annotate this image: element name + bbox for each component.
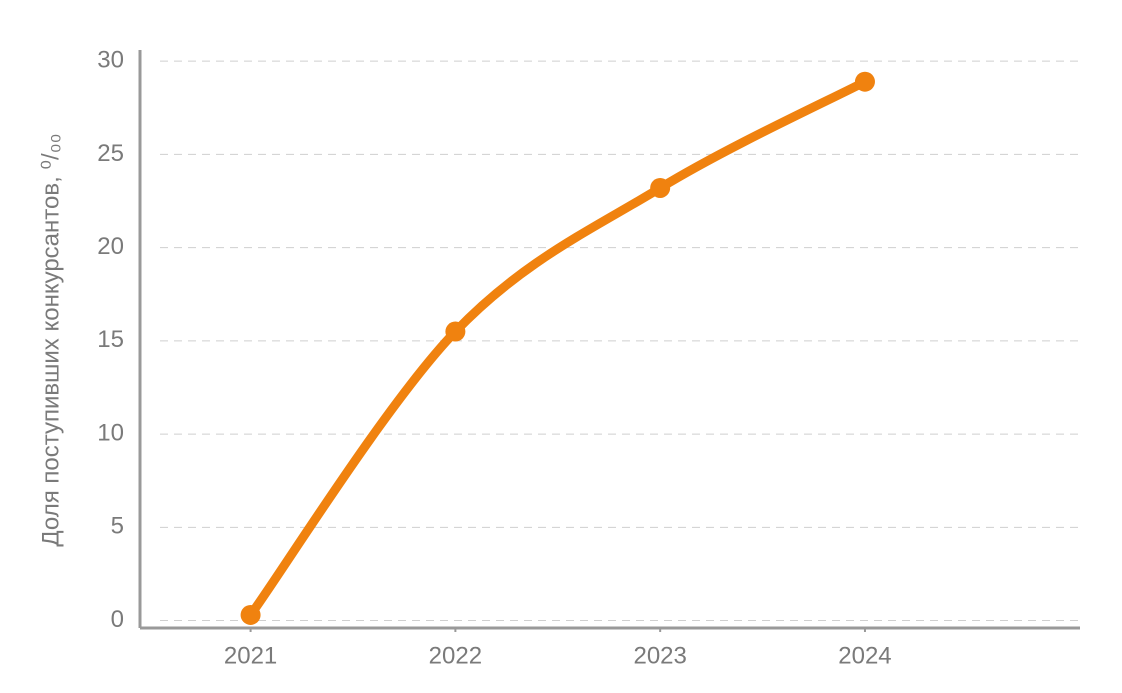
- point: [445, 321, 466, 342]
- point: [650, 177, 671, 198]
- y-tick-label: 0: [111, 606, 124, 633]
- y-tick-label: 15: [97, 326, 124, 353]
- x-tick-label: 2024: [838, 642, 891, 669]
- y-tick-label: 5: [111, 513, 124, 540]
- x-tick-label: 2023: [633, 642, 686, 669]
- y-tick-label: 20: [97, 233, 124, 260]
- line: [246, 77, 870, 620]
- y-tick-label: 10: [97, 419, 124, 446]
- y-tick-label: 25: [97, 140, 124, 167]
- point: [240, 604, 261, 625]
- y-tick-label: 30: [97, 47, 124, 74]
- x-tick-label: 2022: [429, 642, 482, 669]
- x-tick-label: 2021: [224, 642, 277, 669]
- point: [854, 71, 875, 92]
- y-axis-label: Доля поступивших конкурсантов, ⁰/₀₀: [37, 133, 64, 546]
